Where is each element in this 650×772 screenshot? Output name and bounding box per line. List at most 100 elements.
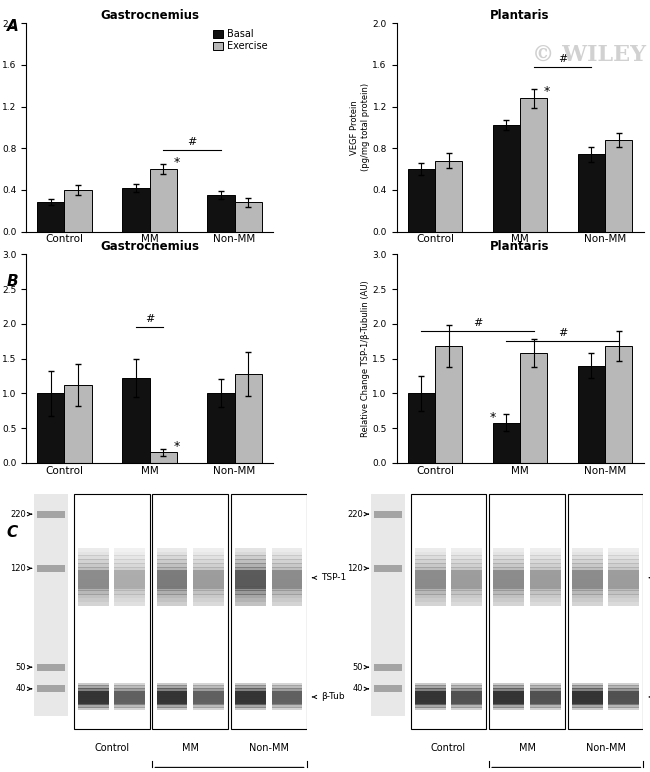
Bar bbox=[193, 575, 224, 579]
Y-axis label: VEGF Protein
(pg/mg total protein): VEGF Protein (pg/mg total protein) bbox=[350, 83, 370, 171]
Bar bbox=[78, 602, 109, 606]
Bar bbox=[572, 702, 603, 705]
Bar bbox=[272, 696, 302, 699]
Bar bbox=[78, 570, 109, 588]
Bar bbox=[235, 552, 266, 556]
Text: High Capacity Lines: High Capacity Lines bbox=[521, 513, 604, 522]
Bar bbox=[193, 682, 224, 686]
Bar bbox=[114, 547, 146, 552]
Bar bbox=[451, 702, 482, 705]
Bar bbox=[451, 570, 482, 588]
Title: Gastrocnemius: Gastrocnemius bbox=[100, 9, 199, 22]
Bar bbox=[608, 691, 640, 704]
Text: High Capacity Lines: High Capacity Lines bbox=[521, 282, 604, 290]
Text: *: * bbox=[489, 411, 496, 424]
Bar bbox=[530, 688, 561, 691]
Bar bbox=[114, 587, 146, 591]
Bar bbox=[408, 169, 435, 232]
Bar bbox=[193, 547, 224, 552]
Text: *: * bbox=[174, 440, 180, 453]
Bar bbox=[193, 579, 224, 583]
Text: β-Tub: β-Tub bbox=[320, 692, 344, 702]
Bar bbox=[493, 579, 524, 583]
Bar bbox=[530, 693, 561, 696]
Bar bbox=[64, 190, 92, 232]
Bar bbox=[530, 571, 561, 575]
Bar bbox=[415, 575, 446, 579]
Bar bbox=[415, 587, 446, 591]
Bar bbox=[415, 583, 446, 587]
Bar bbox=[235, 560, 266, 564]
Bar bbox=[572, 598, 603, 602]
Bar bbox=[272, 570, 302, 588]
Bar bbox=[608, 594, 640, 598]
Bar bbox=[78, 567, 109, 571]
Bar bbox=[415, 682, 446, 686]
Bar bbox=[272, 552, 302, 556]
Bar bbox=[157, 564, 187, 567]
Bar bbox=[608, 564, 640, 567]
Bar bbox=[572, 602, 603, 606]
Legend: Basal, Exercise: Basal, Exercise bbox=[212, 28, 268, 52]
Bar bbox=[530, 575, 561, 579]
Bar bbox=[235, 570, 266, 588]
Bar bbox=[572, 587, 603, 591]
Bar bbox=[235, 704, 266, 707]
Bar bbox=[451, 688, 482, 691]
Bar bbox=[493, 564, 524, 567]
Bar bbox=[272, 699, 302, 702]
Bar bbox=[415, 688, 446, 691]
Bar bbox=[451, 691, 482, 694]
Bar bbox=[193, 567, 224, 571]
Bar bbox=[78, 579, 109, 583]
Bar bbox=[572, 575, 603, 579]
Bar bbox=[272, 591, 302, 594]
Title: Plantaris: Plantaris bbox=[490, 9, 550, 22]
Bar bbox=[530, 552, 561, 556]
Bar bbox=[493, 587, 524, 591]
Bar bbox=[493, 691, 524, 694]
Bar bbox=[608, 699, 640, 702]
Bar bbox=[114, 556, 146, 560]
Bar bbox=[34, 494, 68, 716]
Bar bbox=[114, 691, 146, 704]
Text: High Capacity Lines: High Capacity Lines bbox=[150, 513, 234, 522]
Bar bbox=[608, 575, 640, 579]
Bar bbox=[78, 575, 109, 579]
Bar bbox=[114, 682, 146, 686]
Bar bbox=[235, 547, 266, 552]
Bar bbox=[78, 594, 109, 598]
Bar bbox=[415, 702, 446, 705]
Bar bbox=[157, 556, 187, 560]
Bar bbox=[493, 594, 524, 598]
Bar bbox=[572, 564, 603, 567]
Bar bbox=[78, 587, 109, 591]
Bar bbox=[157, 579, 187, 583]
Bar bbox=[272, 560, 302, 564]
Bar bbox=[193, 696, 224, 699]
Bar bbox=[530, 579, 561, 583]
Bar bbox=[157, 583, 187, 587]
Bar bbox=[78, 702, 109, 705]
Bar bbox=[272, 567, 302, 571]
Bar bbox=[193, 602, 224, 606]
Bar bbox=[530, 686, 561, 689]
Bar bbox=[608, 693, 640, 696]
Bar bbox=[114, 686, 146, 689]
Bar bbox=[193, 691, 224, 704]
Bar bbox=[235, 374, 262, 462]
Bar bbox=[272, 686, 302, 689]
Bar bbox=[572, 707, 603, 710]
Bar bbox=[114, 570, 146, 588]
Bar bbox=[235, 591, 266, 594]
Bar bbox=[530, 560, 561, 564]
Text: 40: 40 bbox=[16, 684, 26, 693]
Bar bbox=[114, 691, 146, 694]
Bar bbox=[608, 583, 640, 587]
Bar bbox=[451, 579, 482, 583]
Bar bbox=[235, 571, 266, 575]
Bar bbox=[157, 704, 187, 707]
Bar bbox=[235, 567, 266, 571]
Bar bbox=[530, 547, 561, 552]
Bar bbox=[451, 567, 482, 571]
